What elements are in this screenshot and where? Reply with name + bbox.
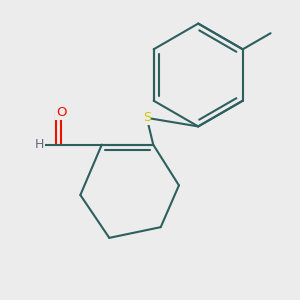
Text: H: H (35, 138, 44, 151)
Text: O: O (56, 106, 66, 119)
Text: S: S (143, 111, 151, 124)
